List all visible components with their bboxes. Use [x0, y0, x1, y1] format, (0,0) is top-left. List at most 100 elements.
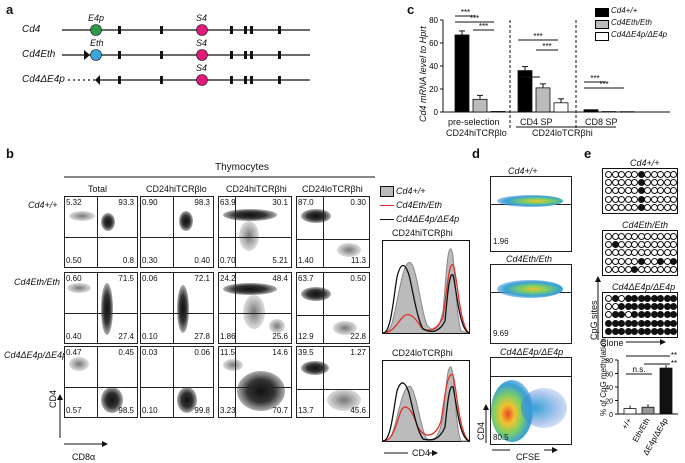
col-header-3: CD24loTCRβhi	[302, 184, 363, 194]
legend-label-de4p: Cd4ΔE4p/ΔE4p	[396, 214, 460, 224]
facs-plot-r2-c3	[296, 346, 370, 418]
e-sig-1: **	[671, 351, 677, 360]
facs-quadrant-br: 0.40	[194, 256, 210, 265]
panel-e-label: e	[584, 146, 592, 161]
col-header-total: Total	[88, 184, 108, 194]
facs-quadrant-tl: 63.9	[220, 198, 236, 207]
legend-line-de4p	[380, 219, 394, 220]
cpg-site	[670, 311, 677, 319]
hist-title-1: CD24hiTCRβhi	[392, 228, 453, 238]
c-bar-2-1	[601, 111, 617, 113]
facs-quadrant-bl: 0.57	[66, 406, 82, 415]
cpg-site	[670, 179, 677, 187]
facs-quadrant-tr: 1.27	[350, 348, 366, 357]
facs-quadrant-br: 98.5	[118, 406, 134, 415]
e-tick-label: 20	[605, 399, 613, 406]
facs-plot-r1-c2	[218, 272, 292, 344]
eth-element	[90, 49, 102, 61]
facs-quadrant-br: 27.4	[118, 332, 134, 341]
facs-quadrant-tr: 71.5	[118, 274, 134, 283]
facs-quadrant-bl: 0.50	[66, 256, 82, 265]
row-label-de4p: Cd4ΔE4p/ΔE4p	[4, 350, 68, 360]
facs-quadrant-bl: 0.10	[142, 406, 158, 415]
facs-quadrant-tr: 14.6	[272, 348, 288, 357]
facs-cluster	[101, 283, 113, 335]
facs-quadrant-tl: 0.06	[142, 274, 158, 283]
cpg-grid-1	[602, 230, 678, 276]
histogram-2	[382, 360, 470, 442]
c-bar-0-2	[490, 111, 506, 113]
c-bar-2-2	[619, 111, 635, 113]
facs-quadrant-tl: 0.47	[66, 348, 82, 357]
cpg-site	[670, 171, 677, 178]
facs-plot-r1-c0	[64, 272, 138, 344]
c-legend-3: Cd4ΔE4p/ΔE4p	[611, 30, 668, 39]
d-title-1: Cd4Eth/Eth	[506, 254, 553, 264]
cpg-site	[670, 303, 677, 311]
e-sig-2: **	[671, 359, 677, 368]
facs-cluster	[333, 321, 357, 335]
histogram-1	[382, 240, 470, 334]
facs-quadrant-tr: 48.4	[272, 274, 288, 283]
facs-cluster	[243, 295, 265, 329]
c-sig-mark: ***	[542, 42, 551, 51]
facs-quadrant-bl: 3.23	[220, 406, 236, 415]
panel-d-label: d	[472, 146, 480, 161]
facs-cluster	[223, 359, 243, 371]
label-eth: Eth	[90, 38, 104, 48]
e-bar-1	[641, 406, 655, 415]
facs-cluster	[223, 209, 277, 221]
facs-quadrant-bl: 12.9	[298, 332, 314, 341]
cpg-grid-2	[602, 292, 678, 338]
facs-quadrant-br: 70.7	[272, 406, 288, 415]
c-tick-label: 60	[429, 39, 438, 48]
e-sig-ns: n.s.	[633, 365, 646, 374]
facs-quadrant-bl: 0.30	[142, 256, 158, 265]
cpg-site	[670, 187, 677, 195]
e-bar-0	[623, 408, 637, 415]
facs-quadrant-tl: 11.5	[220, 348, 235, 357]
row-label-eth: Cd4Eth/Eth	[14, 277, 61, 287]
legend-line-eth	[380, 205, 394, 206]
e-tick-label: 40	[605, 385, 613, 392]
allele-cd4-eth: Cd4Eth	[22, 49, 56, 60]
cpg-site	[670, 295, 677, 302]
facs-plot-r0-c1	[140, 196, 214, 268]
allele-cd4: Cd4	[22, 24, 41, 35]
cfse-plot-1	[490, 176, 572, 252]
facs-quadrant-tr: 93.3	[118, 198, 134, 207]
facs-quadrant-tl: 0.60	[66, 274, 82, 283]
facs-plot-r1-c3	[296, 272, 370, 344]
c-legend-1: Cd4+/+	[611, 6, 638, 15]
facs-quadrant-tl: 24.2	[220, 274, 236, 283]
panel-b-xlabel: CD8α	[72, 452, 96, 462]
c-sig-mark: ***	[599, 80, 608, 89]
facs-plot-r2-c2	[218, 346, 292, 418]
facs-quadrant-br: 25.6	[272, 332, 288, 341]
d-title-0: Cd4+/+	[508, 166, 538, 176]
c-tick-label: 40	[429, 62, 438, 71]
cfse-value-3: 80.5	[493, 433, 509, 442]
facs-plot-r0-c2	[218, 196, 292, 268]
c-sp-label-2: CD8 SP	[585, 117, 618, 127]
c-tick-label: 0	[434, 108, 439, 117]
cfse-value-2: 9.69	[493, 329, 509, 338]
facs-quadrant-tr: 98.3	[194, 198, 210, 207]
legend-label-eth: Cd4Eth/Eth	[396, 200, 443, 210]
facs-plot-r0-c3	[296, 196, 370, 268]
facs-cluster	[177, 387, 197, 413]
e-grid-title-3: Cd4ΔE4p/ΔE4p	[612, 282, 676, 292]
facs-cluster	[223, 283, 277, 295]
c-legend-sw3	[595, 32, 609, 41]
facs-quadrant-tl: 87.0	[298, 198, 314, 207]
facs-cluster	[239, 221, 259, 251]
c-group-label-1b: CD24hiTCRβlo	[446, 128, 507, 138]
facs-cluster	[301, 361, 329, 375]
panel-d-xlabel: CFSE	[516, 452, 541, 462]
facs-quadrant-br: 22.8	[350, 332, 366, 341]
facs-quadrant-bl: 1.40	[298, 256, 314, 265]
facs-quadrant-bl: 0.40	[66, 332, 82, 341]
facs-cluster	[269, 319, 285, 333]
